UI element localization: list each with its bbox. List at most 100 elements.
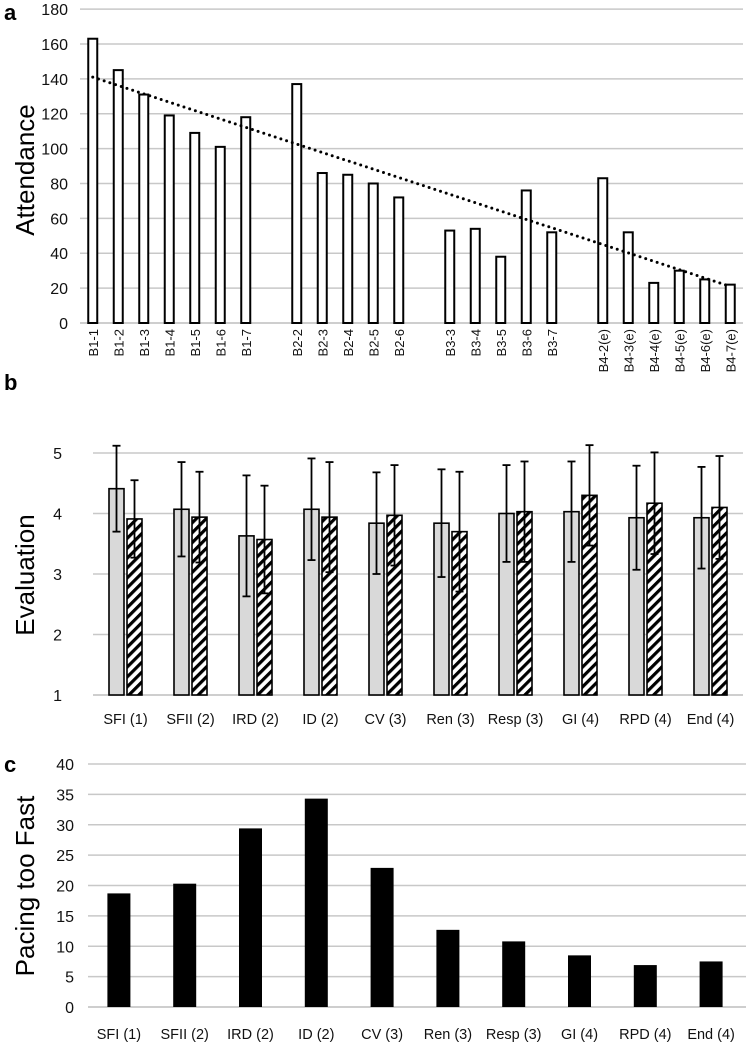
x-tick-label: Resp (3): [488, 712, 544, 728]
bar: [673, 269, 685, 324]
y-tick-label: 40: [50, 246, 68, 263]
bar: [87, 37, 99, 325]
x-tick-label: B4-7(e): [723, 329, 738, 372]
trendline: [91, 75, 732, 288]
y-tick-label: 25: [56, 848, 74, 865]
bar: [304, 798, 328, 1007]
bar: [436, 929, 460, 1007]
x-tick-label: B1-1: [86, 329, 101, 356]
panel-label-c: c: [4, 752, 16, 777]
y-tick-label: 30: [56, 818, 74, 835]
bar: [163, 114, 175, 324]
y-tick-label: 0: [65, 1000, 74, 1017]
bar: [699, 961, 723, 1007]
y-axis-label-a: Attendance: [10, 104, 40, 236]
x-tick-label: SFI (1): [97, 1027, 141, 1043]
y-tick-label: 40: [56, 757, 74, 774]
x-tick-label: B4-6(e): [698, 329, 713, 372]
x-tick-label: B1-7: [239, 329, 254, 356]
x-tick-label: B1-2: [111, 329, 126, 356]
x-tick-label: B4-4(e): [647, 329, 662, 372]
x-tick-label: Ren (3): [424, 1027, 472, 1043]
x-tick-label: IRD (2): [227, 1027, 274, 1043]
y-tick-label: 15: [56, 909, 74, 926]
bar: [107, 893, 131, 1007]
bar: [520, 189, 532, 324]
x-tick-label: GI (4): [562, 712, 599, 728]
x-tick-label: B2-4: [341, 329, 356, 356]
x-tick-label: B3-3: [443, 329, 458, 356]
panel-label-a: a: [4, 0, 17, 25]
bar: [648, 281, 660, 324]
x-tick-label: B3-4: [468, 329, 483, 356]
y-tick-label: 120: [41, 107, 68, 124]
x-tick-label: B3-5: [494, 329, 509, 356]
x-tick-label: End (4): [687, 1027, 735, 1043]
x-tick-label: SFII (2): [161, 1027, 209, 1043]
x-tick-label: IRD (2): [232, 712, 279, 728]
bar: [699, 278, 711, 324]
bar: [214, 145, 226, 324]
y-tick-label: 0: [59, 316, 68, 333]
x-tick-label: End (4): [687, 712, 735, 728]
y-axis-label-c: Pacing too Fast: [10, 795, 40, 976]
x-tick-label: CV (3): [361, 1027, 403, 1043]
y-tick-label: 180: [41, 2, 68, 19]
x-tick-label: ID (2): [298, 1027, 334, 1043]
y-tick-label: 4: [53, 507, 62, 524]
bar: [724, 283, 736, 324]
x-tick-label: B2-2: [290, 329, 305, 356]
panel-c-pacing-chart: c Pacing too Fast 0 5 10 15 20 25 30 35 40 SFI (1…: [4, 752, 746, 1043]
x-tick-label: RPD (4): [619, 1027, 671, 1043]
panel-a-attendance-chart: a Attendance 0 20 40 60 80 100 120 140 160 180 B1-…: [4, 0, 743, 372]
panel-b-evaluation-chart: b Evaluation 1 2 3 4 5 SFI (1) SFII (2) IRD (2)…: [4, 370, 743, 728]
x-tick-label: B4-2(e): [596, 329, 611, 372]
x-tick-label: SFII (2): [166, 712, 214, 728]
y-tick-label: 35: [56, 787, 74, 804]
x-tick-label: Resp (3): [486, 1027, 542, 1043]
y-tick-label: 140: [41, 72, 68, 89]
bar: [495, 255, 507, 324]
panel-label-b: b: [4, 370, 17, 395]
y-tick-label: 20: [50, 281, 68, 298]
y-tick-label: 100: [41, 142, 68, 159]
bar: [633, 965, 657, 1007]
x-tick-label: B1-4: [162, 329, 177, 356]
y-tick-label: 1: [53, 688, 62, 705]
x-tick-label: B2-3: [315, 329, 330, 356]
bar: [469, 227, 481, 325]
bar: [239, 828, 262, 1007]
bar: [393, 196, 405, 325]
x-tick-label: B4-3(e): [621, 329, 636, 372]
y-tick-label: 5: [53, 446, 62, 463]
y-tick-label: 3: [53, 567, 62, 584]
x-tick-label: SFI (1): [103, 712, 147, 728]
bar: [291, 83, 303, 324]
y-tick-label: 20: [56, 879, 74, 896]
x-tick-label: B2-5: [366, 329, 381, 356]
bar: [568, 955, 591, 1007]
y-tick-label: 2: [53, 628, 62, 645]
x-tick-label: B1-5: [188, 329, 203, 356]
y-tick-label: 5: [65, 970, 74, 987]
bar: [240, 116, 252, 325]
y-tick-label: 10: [56, 939, 74, 956]
x-tick-label: B1-3: [137, 329, 152, 356]
y-tick-label: 160: [41, 37, 68, 54]
x-tick-label: B1-6: [213, 329, 228, 356]
bar: [112, 69, 124, 325]
x-tick-label: Ren (3): [426, 712, 474, 728]
x-tick-label: B3-6: [519, 329, 534, 356]
bar: [502, 941, 526, 1007]
x-tick-label: B2-6: [392, 329, 407, 356]
y-tick-label: 60: [50, 211, 68, 228]
bar: [342, 173, 354, 324]
x-tick-label: ID (2): [302, 712, 338, 728]
bar: [173, 883, 197, 1007]
y-tick-label: 80: [50, 176, 68, 193]
x-tick-label: B4-5(e): [672, 329, 687, 372]
bar: [597, 177, 609, 324]
x-tick-label: B3-7: [545, 329, 560, 356]
bar: [444, 229, 456, 324]
